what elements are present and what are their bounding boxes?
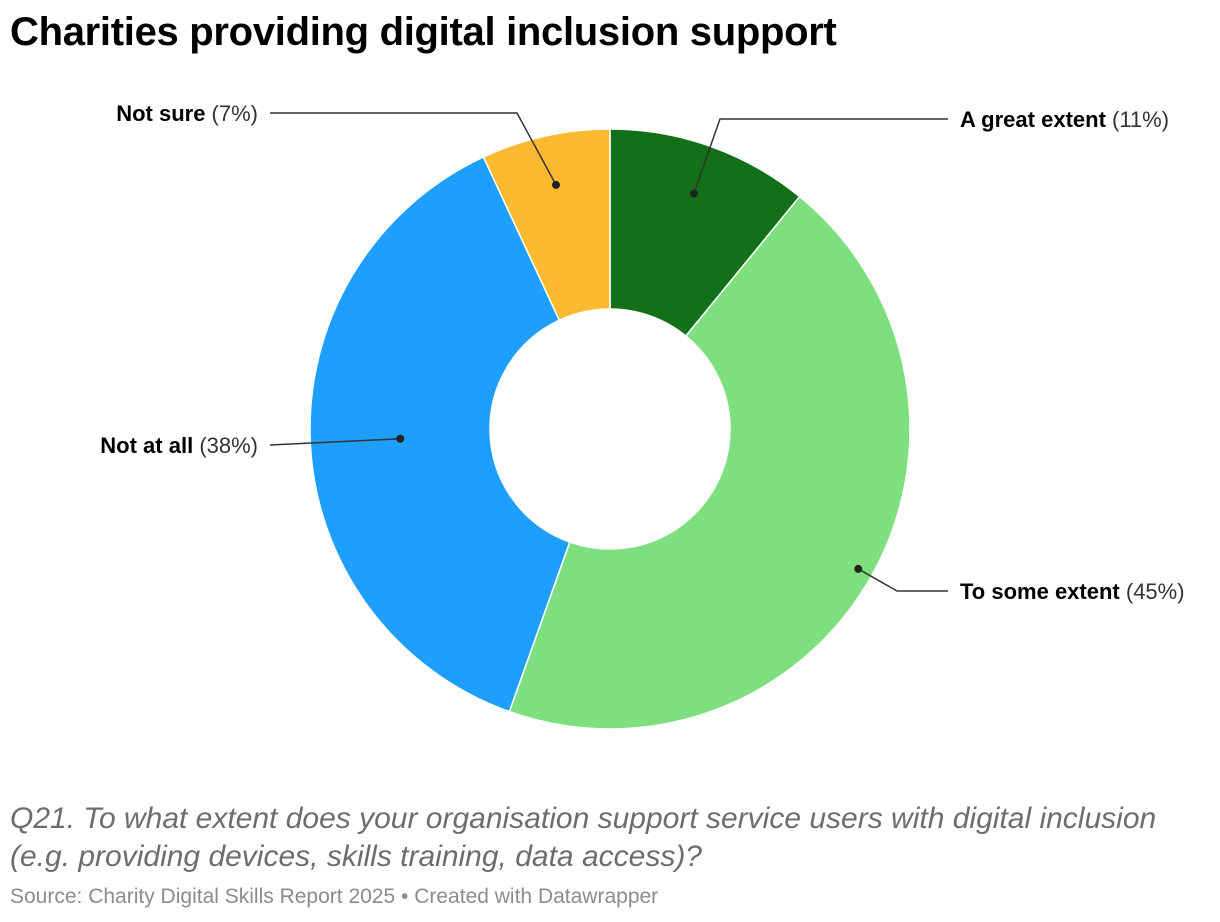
slice-label-name: Not sure — [116, 101, 205, 126]
slice-not-sure — [482, 128, 611, 322]
slice-label: Not at all (38%) — [100, 433, 258, 458]
source-text: Source: Charity Digital Skills Report 20… — [10, 885, 396, 908]
leader-line — [270, 112, 557, 186]
slice-label: Not sure (7%) — [116, 101, 258, 126]
donut-chart: A great extent (11%) To some extent (45%)… — [100, 101, 1185, 730]
slice-label: A great extent (11%) — [960, 107, 1169, 132]
leader-line — [269, 438, 401, 446]
leader-dot — [396, 434, 405, 443]
slice-a-great-extent — [609, 128, 801, 338]
slice-to-some-extent — [508, 195, 911, 730]
slice-labels-layer: A great extent (11%) To some extent (45%)… — [100, 101, 1184, 604]
slice-label: To some extent (45%) — [960, 579, 1185, 604]
slice-label-value: (45%) — [1120, 579, 1185, 604]
question-description: Q21. To what extent does your organisati… — [10, 802, 1157, 873]
chart-title: Charities providing digital inclusion su… — [10, 10, 837, 54]
slice-label-value: (11%) — [1106, 107, 1169, 132]
leader-dot — [854, 564, 863, 573]
leader-line — [857, 568, 948, 592]
slice-label-value: (38%) — [193, 433, 258, 458]
leader-line — [693, 118, 948, 194]
slices-layer — [309, 128, 911, 730]
slice-label-name: A great extent — [960, 107, 1107, 132]
slice-not-at-all — [309, 156, 571, 713]
slice-label-name: To some extent — [960, 579, 1120, 604]
leader-lines-layer — [269, 112, 948, 592]
datawrapper-credit: Created with Datawrapper — [414, 885, 659, 908]
source-line: Source: Charity Digital Skills Report 20… — [10, 885, 658, 909]
slice-label-name: Not at all — [100, 433, 193, 458]
slice-label-value: (7%) — [205, 101, 258, 126]
leader-dot — [551, 180, 560, 189]
leader-dot — [689, 189, 698, 198]
source-separator: • — [401, 885, 409, 908]
